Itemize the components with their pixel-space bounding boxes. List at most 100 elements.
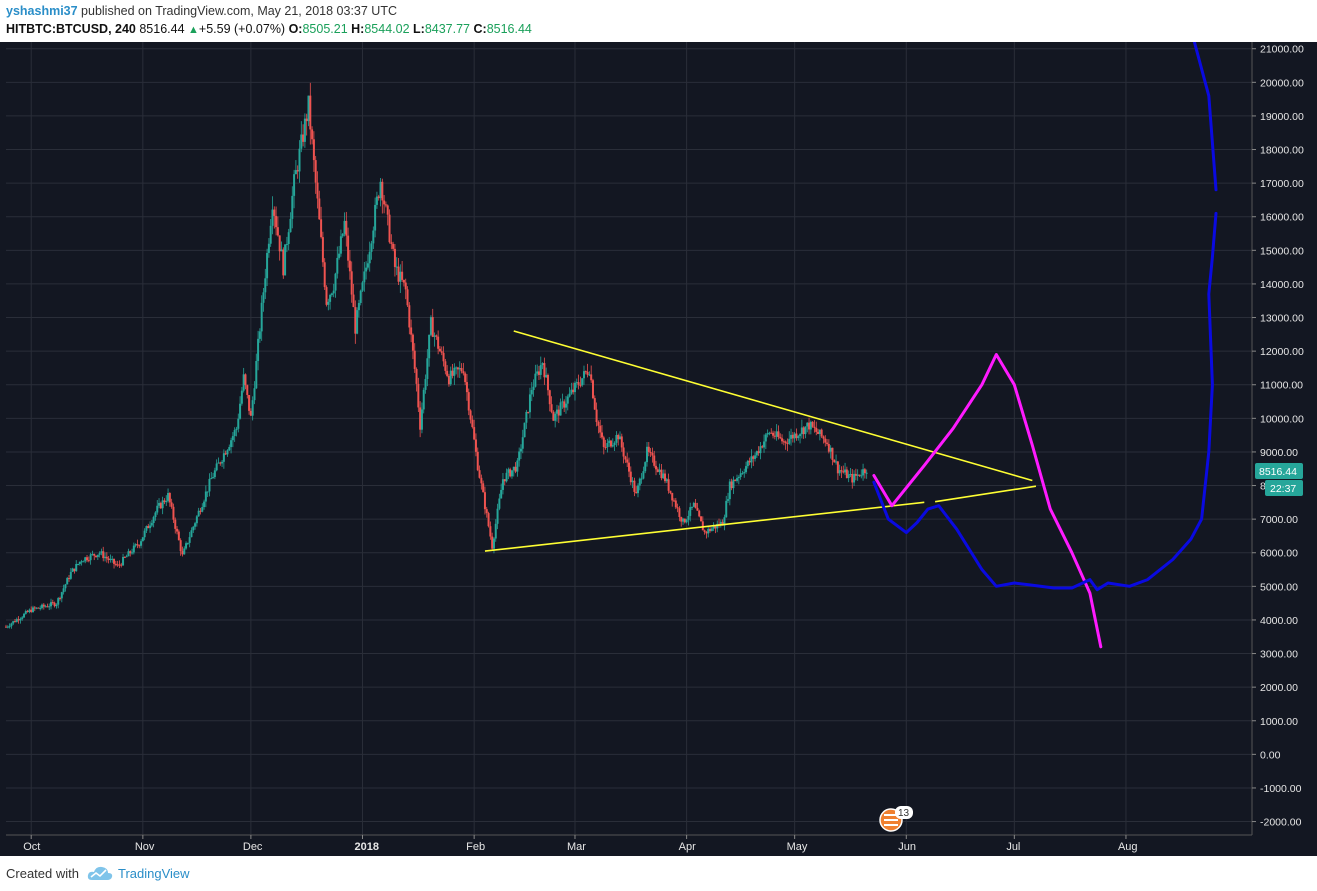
candle-body xyxy=(629,471,632,483)
candle-body xyxy=(51,602,54,604)
candle-body xyxy=(503,479,506,482)
candle-body xyxy=(723,517,726,526)
candle-body xyxy=(591,380,594,399)
candle-body xyxy=(77,563,80,565)
candle-body xyxy=(177,531,180,541)
x-tick-label: Dec xyxy=(243,841,263,853)
candle-body xyxy=(273,209,276,216)
candle-body xyxy=(282,249,285,276)
candle-body xyxy=(219,462,222,464)
candle-body xyxy=(482,483,485,493)
candle-body xyxy=(208,478,211,492)
candle-body xyxy=(145,526,148,531)
candle-body xyxy=(827,443,830,452)
y-tick-label: 9000.00 xyxy=(1260,447,1298,459)
candle-body xyxy=(303,118,306,142)
candle-body xyxy=(633,480,636,492)
candle-body xyxy=(784,441,787,444)
candle-body xyxy=(730,481,733,489)
candle-body xyxy=(836,461,839,474)
time-axis[interactable]: Oct Nov Dec 2018 Feb Mar Apr May Jun Jul Aug xyxy=(23,835,1138,853)
candle-body xyxy=(856,474,859,476)
change-value: +5.59 (+0.07%) xyxy=(198,22,286,36)
x-tick-label: Jul xyxy=(1006,841,1020,853)
candle-body xyxy=(399,271,402,282)
candle-body xyxy=(835,461,838,463)
candle-body xyxy=(109,558,112,561)
candle-body xyxy=(600,432,603,438)
candle-body xyxy=(462,371,465,374)
candle-body xyxy=(813,426,816,428)
candle-body xyxy=(781,438,784,442)
candle-body xyxy=(854,473,857,476)
candle-body xyxy=(840,470,843,472)
candle-body xyxy=(73,568,76,572)
candle-body xyxy=(431,317,434,337)
candle-body xyxy=(761,446,764,448)
symbol-label[interactable]: HITBTC:BTCUSD, 240 xyxy=(6,22,136,36)
event-badge[interactable]: 13 xyxy=(879,806,913,832)
candle-body xyxy=(788,438,791,444)
y-tick-label: 21000.00 xyxy=(1260,44,1304,56)
y-tick-label: -1000.00 xyxy=(1260,783,1302,795)
candle-body xyxy=(609,440,612,447)
high-label: H: xyxy=(351,22,365,36)
high-value: 8544.02 xyxy=(364,22,410,36)
candle-body xyxy=(240,390,243,404)
candle-body xyxy=(78,561,81,564)
candle-body xyxy=(786,443,789,445)
candle-body xyxy=(366,263,369,268)
candle-body xyxy=(483,492,486,510)
candle-body xyxy=(186,542,189,544)
candle-body xyxy=(406,289,409,306)
candle-body xyxy=(528,394,531,413)
candle-body xyxy=(811,421,814,427)
candle-body xyxy=(411,334,414,351)
candle-body xyxy=(676,507,679,509)
price-chart[interactable]: 21000.00 20000.00 19000.00 18000.00 17000.00… xyxy=(0,42,1317,856)
candle-body xyxy=(582,371,585,379)
candle-body xyxy=(822,436,825,439)
tradingview-link[interactable]: TradingView xyxy=(118,866,190,881)
candle-body xyxy=(465,382,468,393)
candle-body xyxy=(849,473,852,475)
candle-body xyxy=(575,382,578,384)
candle-body xyxy=(159,502,162,509)
candle-body xyxy=(478,470,481,478)
candle-body xyxy=(213,470,216,478)
candle-body xyxy=(167,492,170,501)
y-tick-label: 6000.00 xyxy=(1260,548,1298,560)
candle-body xyxy=(820,429,823,437)
candle-body xyxy=(46,606,49,608)
candle-body xyxy=(656,469,659,472)
candle-body xyxy=(424,379,427,390)
y-tick-label: 7000.00 xyxy=(1260,514,1298,526)
x-tick-label: 2018 xyxy=(355,841,379,853)
candle-body xyxy=(635,491,638,494)
candle-body xyxy=(838,470,841,474)
candle-body xyxy=(179,540,182,552)
candle-body xyxy=(314,160,317,183)
candle-body xyxy=(847,474,850,479)
candle-body xyxy=(33,607,36,609)
author-link[interactable]: yshashmi37 xyxy=(6,4,78,18)
candle-body xyxy=(669,490,672,493)
y-tick-label: 4000.00 xyxy=(1260,615,1298,627)
candle-body xyxy=(755,451,758,456)
candle-body xyxy=(613,442,616,446)
candle-body xyxy=(149,525,152,529)
candle-body xyxy=(748,460,751,463)
candle-body xyxy=(379,181,382,199)
candle-body xyxy=(84,557,87,562)
candle-body xyxy=(863,469,866,474)
candle-body xyxy=(651,452,654,456)
candle-body xyxy=(228,447,231,451)
candle-body xyxy=(584,371,587,373)
candle-body xyxy=(438,348,441,352)
candle-body xyxy=(660,469,663,479)
candle-body xyxy=(491,536,494,549)
x-tick-label: Mar xyxy=(567,841,586,853)
candle-body xyxy=(280,249,283,252)
candle-body xyxy=(534,373,537,387)
price-axis[interactable]: 21000.00 20000.00 19000.00 18000.00 17000.00… xyxy=(1252,44,1304,829)
